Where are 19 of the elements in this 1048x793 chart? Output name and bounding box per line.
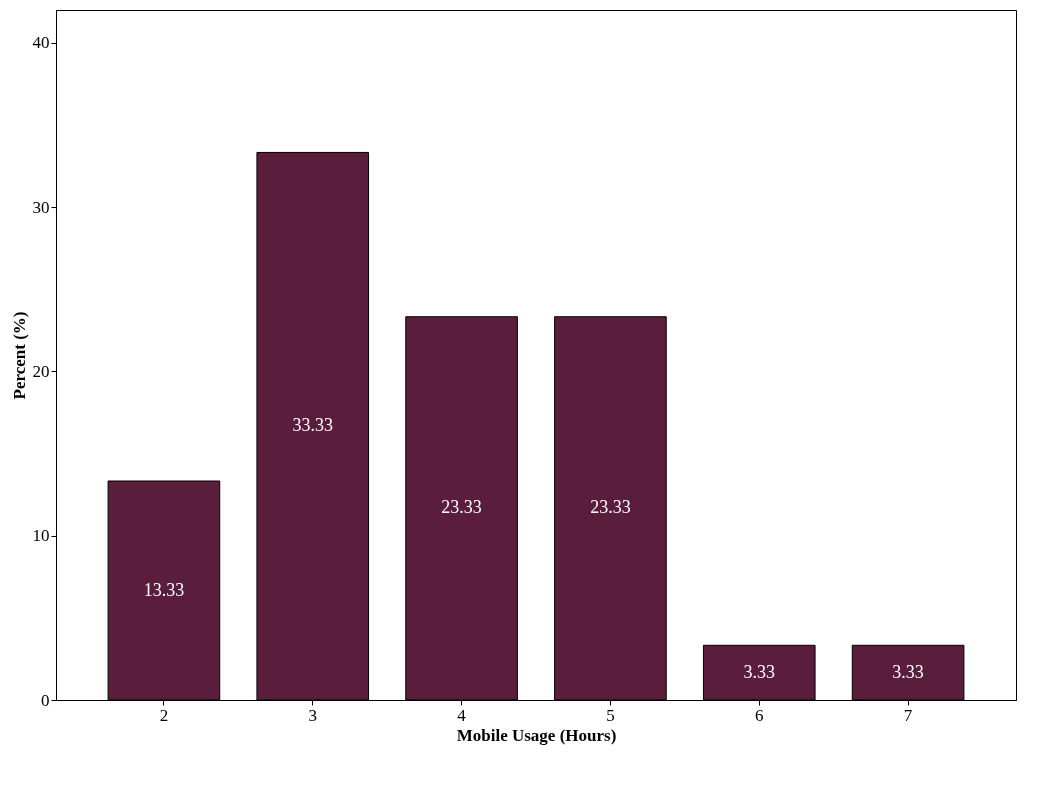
- data-label: 3.33: [743, 661, 776, 682]
- y-axis-title: Percent (%): [9, 311, 29, 400]
- x-tick-label: 4: [457, 705, 467, 725]
- data-label: 23.33: [590, 497, 631, 518]
- y-tick-label: 0: [41, 690, 50, 710]
- data-label: 13.33: [143, 579, 185, 600]
- x-tick-label: 7: [903, 705, 913, 725]
- x-tick-label: 2: [159, 705, 169, 725]
- y-tick-label: 20: [32, 361, 50, 381]
- y-tick-label: 30: [32, 197, 50, 217]
- y-tick-label: 10: [32, 526, 50, 546]
- x-tick-label: 3: [308, 705, 317, 725]
- x-axis-title: Mobile Usage (Hours): [456, 725, 617, 745]
- x-tick-label: 5: [606, 705, 615, 725]
- data-label: 3.33: [892, 661, 924, 682]
- y-tick-label: 40: [32, 33, 50, 53]
- data-label: 33.33: [292, 415, 333, 436]
- x-tick-label: 6: [755, 705, 764, 725]
- data-label: 23.33: [441, 497, 482, 518]
